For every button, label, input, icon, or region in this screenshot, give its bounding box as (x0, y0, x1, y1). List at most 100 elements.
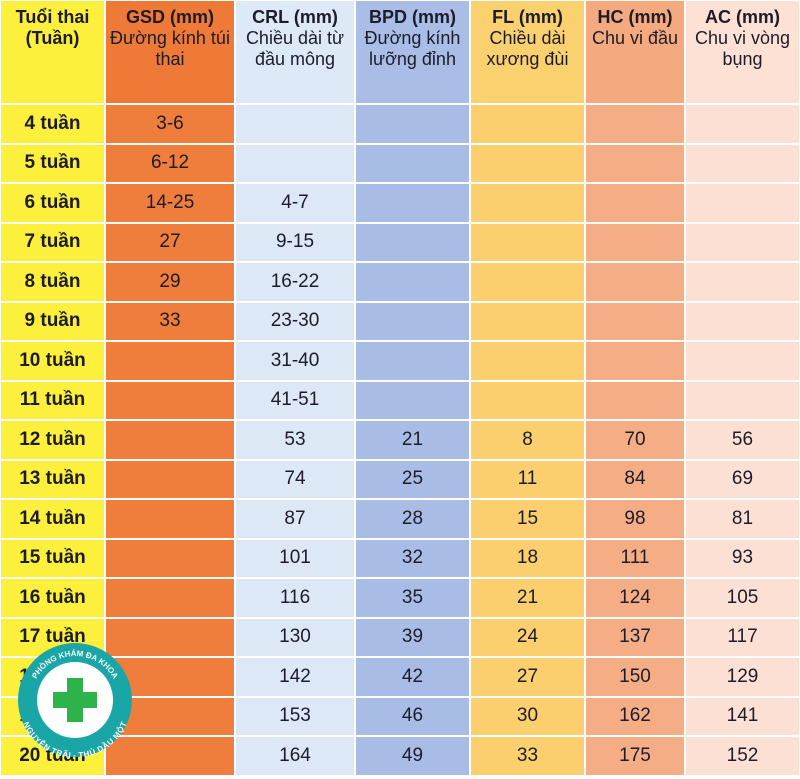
header-subtitle: Đường kính túi thai (110, 28, 230, 69)
table-cell (470, 104, 585, 144)
row-label: 4 tuần (0, 104, 105, 144)
table-cell (685, 380, 800, 420)
table-cell: 74 (235, 459, 355, 499)
header-title: BPD (mm) (368, 7, 456, 27)
table-cell (470, 301, 585, 341)
table-cell: 129 (685, 657, 800, 697)
row-label: 16 tuần (0, 578, 105, 618)
header-title: HC (mm) (597, 7, 673, 27)
table-cell (585, 143, 685, 183)
table-cell: 98 (585, 499, 685, 539)
table-cell: 32 (355, 538, 470, 578)
table-cell: 105 (685, 578, 800, 618)
table-cell: 24 (470, 617, 585, 657)
table-cell: 141 (685, 696, 800, 736)
table-cell: 15 (470, 499, 585, 539)
header-cell: BPD (mm) Đường kính lưỡng đỉnh (355, 0, 470, 104)
table-cell (470, 380, 585, 420)
table-cell: 11 (470, 459, 585, 499)
table-cell: 70 (585, 420, 685, 460)
table-cell: 3-6 (105, 104, 235, 144)
table-cell: 150 (585, 657, 685, 697)
table-cell (105, 459, 235, 499)
table-cell (470, 262, 585, 302)
table-cell (355, 222, 470, 262)
header-title: CRL (mm) (252, 7, 338, 27)
table-cell: 4-7 (235, 183, 355, 223)
table-cell: 8 (470, 420, 585, 460)
table-cell (105, 420, 235, 460)
table-cell: 6-12 (105, 143, 235, 183)
table-cell: 93 (685, 538, 800, 578)
table-cell: 175 (585, 736, 685, 776)
table-cell (105, 736, 235, 776)
table-cell: 39 (355, 617, 470, 657)
header-subtitle: Chiều dài từ đầu mông (245, 28, 345, 69)
header-cell: Tuổi thai (Tuần) (0, 0, 105, 104)
table-cell: 69 (685, 459, 800, 499)
table-cell (585, 380, 685, 420)
table-cell (685, 222, 800, 262)
table-cell: 21 (355, 420, 470, 460)
table-cell (355, 262, 470, 302)
row-label: 6 tuần (0, 183, 105, 223)
table-cell: 9-15 (235, 222, 355, 262)
table-cell (585, 301, 685, 341)
table-cell (685, 301, 800, 341)
table-cell: 46 (355, 696, 470, 736)
row-label: 14 tuần (0, 499, 105, 539)
row-label: 9 tuần (0, 301, 105, 341)
table-cell (585, 222, 685, 262)
table-cell (105, 380, 235, 420)
table-cell (585, 262, 685, 302)
table-cell (235, 143, 355, 183)
header-title: AC (mm) (705, 7, 780, 27)
table-cell: 30 (470, 696, 585, 736)
header-subtitle: Chiều dài xương đùi (486, 28, 569, 69)
table-cell (685, 341, 800, 381)
table-cell (585, 104, 685, 144)
header-cell: HC (mm) Chu vi đầu (585, 0, 685, 104)
table-cell (355, 301, 470, 341)
table-cell: 33 (105, 301, 235, 341)
header-subtitle: Chu vi vòng bụng (694, 28, 791, 69)
table-cell: 21 (470, 578, 585, 618)
table-cell: 53 (235, 420, 355, 460)
header-subtitle: Chu vi đầu (591, 28, 679, 48)
table-cell: 25 (355, 459, 470, 499)
logo-cross (53, 692, 97, 708)
header-title: GSD (mm) (125, 7, 214, 27)
table-cell: 42 (355, 657, 470, 697)
table-cell: 137 (585, 617, 685, 657)
table-cell: 111 (585, 538, 685, 578)
table-cell: 142 (235, 657, 355, 697)
table-cell (585, 341, 685, 381)
header-cell: GSD (mm) Đường kính túi thai (105, 0, 235, 104)
table-cell (470, 341, 585, 381)
table-cell (585, 183, 685, 223)
table-cell: 31-40 (235, 341, 355, 381)
table-cell: 84 (585, 459, 685, 499)
table-cell: 29 (105, 262, 235, 302)
table-cell: 33 (470, 736, 585, 776)
header-title: FL (mm) (492, 7, 563, 27)
table-cell: 41-51 (235, 380, 355, 420)
row-label: 15 tuần (0, 538, 105, 578)
row-label: 8 tuần (0, 262, 105, 302)
table-cell: 153 (235, 696, 355, 736)
header-subtitle: Đường kính lưỡng đỉnh (364, 28, 461, 69)
table-cell: 28 (355, 499, 470, 539)
table-cell (470, 143, 585, 183)
table-cell (105, 617, 235, 657)
table-cell (105, 341, 235, 381)
table-cell: 117 (685, 617, 800, 657)
table-cell: 16-22 (235, 262, 355, 302)
table-cell (685, 104, 800, 144)
table-cell (105, 578, 235, 618)
table-cell: 56 (685, 420, 800, 460)
table-cell: 130 (235, 617, 355, 657)
table-cell: 87 (235, 499, 355, 539)
table-cell (470, 183, 585, 223)
table-cell: 152 (685, 736, 800, 776)
table-cell: 27 (105, 222, 235, 262)
